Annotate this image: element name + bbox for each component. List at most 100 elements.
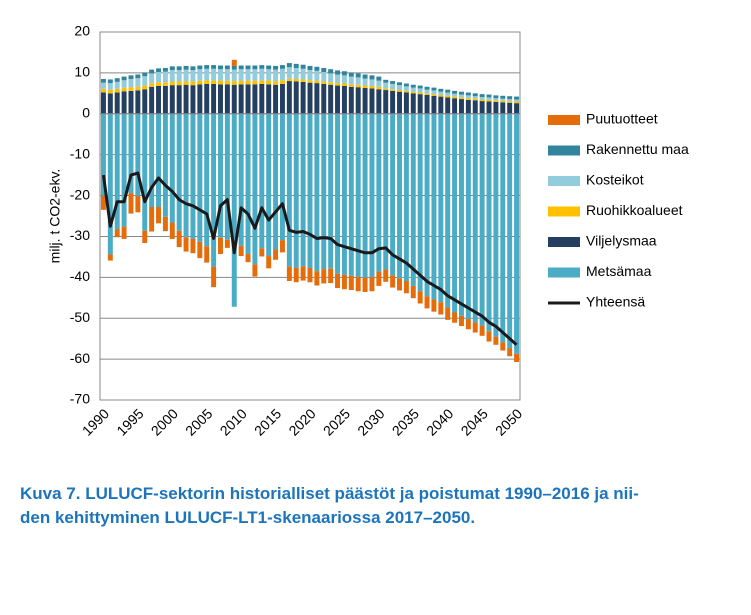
- bar-segment: [211, 68, 217, 81]
- bar-segment: [169, 81, 175, 86]
- legend-label: Kosteikot: [586, 172, 644, 188]
- bar-segment: [135, 78, 141, 87]
- bar-segment: [190, 238, 196, 254]
- bar-segment: [169, 113, 175, 223]
- bar-segment: [452, 98, 458, 114]
- bar-segment: [465, 95, 471, 99]
- bar-segment: [197, 241, 203, 259]
- legend-swatch: [548, 145, 580, 156]
- bar-segment: [314, 80, 320, 84]
- bar-segment: [369, 113, 375, 277]
- bar-segment: [142, 89, 148, 114]
- bar-segment: [493, 95, 499, 99]
- bar-segment: [431, 113, 437, 300]
- bar-segment: [279, 83, 285, 114]
- bar-segment: [238, 245, 244, 257]
- bar-segment: [100, 88, 106, 93]
- bar-segment: [417, 113, 423, 292]
- bar-segment: [348, 113, 354, 276]
- bar-segment: [266, 69, 272, 81]
- bar-segment: [465, 319, 471, 330]
- bar-segment: [259, 68, 265, 81]
- bar-segment: [335, 113, 341, 274]
- bar-segment: [162, 216, 168, 232]
- bar-segment: [218, 84, 223, 114]
- bar-segment: [500, 100, 506, 103]
- bar-segment: [445, 307, 451, 320]
- bar-segment: [114, 88, 120, 93]
- bar-segment: [362, 277, 368, 293]
- bar-segment: [307, 80, 313, 83]
- bar-segment: [369, 85, 375, 89]
- bar-segment: [321, 72, 327, 82]
- bar-segment: [273, 249, 279, 260]
- bar-segment: [300, 68, 306, 80]
- bar-segment: [438, 88, 444, 92]
- bar-segment: [452, 113, 458, 313]
- y-tick-label: -10: [70, 145, 90, 161]
- bar-segment: [417, 85, 423, 89]
- bar-segment: [307, 70, 313, 81]
- bar-segment: [211, 65, 217, 69]
- bar-segment: [390, 83, 396, 90]
- bar-segment: [369, 79, 375, 86]
- bar-segment: [465, 92, 471, 96]
- bar-segment: [493, 100, 499, 102]
- bar-segment: [176, 66, 182, 71]
- bar-segment: [300, 266, 306, 281]
- bar-segment: [376, 80, 382, 87]
- bar-segment: [231, 113, 237, 307]
- bar-segment: [245, 65, 251, 70]
- bar-segment: [472, 98, 478, 101]
- bar-segment: [403, 92, 409, 114]
- bar-segment: [328, 73, 334, 83]
- bar-segment: [514, 353, 520, 362]
- bar-segment: [279, 68, 285, 81]
- bar-segment: [479, 325, 485, 336]
- bar-segment: [452, 93, 458, 97]
- bar-segment: [218, 80, 223, 85]
- bar-segment: [355, 87, 361, 114]
- bar-segment: [190, 81, 196, 86]
- bar-segment: [397, 278, 402, 291]
- bar-segment: [314, 113, 320, 272]
- bar-segment: [417, 94, 423, 114]
- bar-segment: [238, 80, 244, 85]
- bar-segment: [293, 67, 299, 80]
- bar-segment: [307, 65, 313, 71]
- bar-segment: [369, 88, 375, 114]
- y-tick-label: -60: [70, 350, 90, 366]
- bar-segment: [128, 75, 134, 80]
- bar-segment: [279, 80, 285, 84]
- bar-segment: [507, 99, 513, 102]
- bar-segment: [417, 92, 423, 95]
- bar-segment: [286, 81, 292, 114]
- bar-segment: [204, 246, 210, 263]
- bar-segment: [190, 66, 196, 71]
- bar-segment: [100, 79, 106, 83]
- bar-segment: [376, 76, 382, 81]
- caption-line: den kehittyminen LULUCF-LT1-skenaariossa…: [20, 508, 475, 527]
- bar-segment: [211, 266, 217, 288]
- bar-segment: [252, 65, 258, 70]
- bar-segment: [438, 96, 444, 114]
- bar-segment: [341, 274, 347, 290]
- bar-segment: [169, 70, 175, 82]
- bar-segment: [341, 113, 347, 275]
- bar-segment: [107, 89, 113, 94]
- bar-segment: [121, 226, 127, 239]
- bar-segment: [335, 74, 341, 84]
- bar-segment: [355, 84, 361, 88]
- bar-segment: [128, 113, 134, 194]
- bar-segment: [493, 98, 499, 101]
- bar-segment: [431, 90, 437, 95]
- bar-segment: [238, 84, 244, 114]
- bar-segment: [348, 84, 354, 87]
- bar-segment: [107, 79, 113, 84]
- bar-segment: [376, 86, 382, 90]
- y-tick-label: -50: [70, 309, 90, 325]
- bar-segment: [514, 101, 520, 104]
- bar-segment: [431, 95, 437, 114]
- bar-segment: [479, 97, 485, 100]
- bar-segment: [507, 348, 513, 357]
